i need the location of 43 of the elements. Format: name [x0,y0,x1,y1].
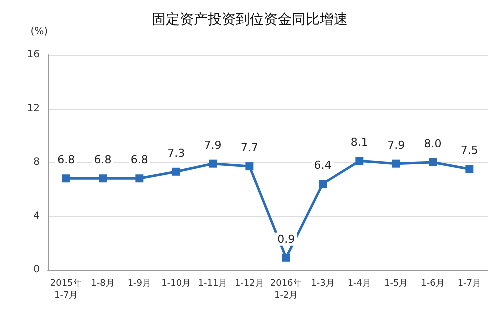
data-label: 6.8 [58,154,76,167]
point [172,168,180,176]
data-label: 7.7 [240,142,258,155]
point [99,174,107,183]
point [136,174,144,183]
data-label: 8.0 [424,138,442,150]
x-tick-label: 1-11月 [198,279,228,289]
x-tick-label: 1-9月 [128,279,152,289]
point [429,158,437,166]
x-tick-label: 2015年 1-7月 [50,278,82,301]
data-label: 7.9 [204,138,222,152]
point [466,165,474,174]
data-label: 8.1 [350,136,368,150]
y-tick-label: 16 [27,50,40,60]
point [392,160,400,168]
data-label: 6.8 [94,154,112,167]
y-tick-label: 4 [34,210,40,222]
y-tick-label: 12 [27,103,40,114]
data-label: 6.8 [130,154,148,167]
x-tick-label: 1-4月 [348,279,372,289]
x-tick-label: 1-7月 [458,279,482,289]
x-tick-label: 2016年 1-2月 [270,278,302,301]
data-label: 7.3 [168,146,186,160]
point [282,254,290,262]
y-tick-label: 0 [34,264,40,276]
chart-title: 固定资产投资到位资金同比增速 [152,12,348,28]
point [319,180,327,188]
point [246,162,254,171]
data-label: 7.5 [460,144,478,158]
x-tick-label: 1-5月 [384,279,408,289]
x-tick-label: 1-6月 [421,279,445,289]
data-label: 7.9 [388,138,406,152]
x-tick-label: 1-10月 [162,279,192,289]
y-tick-label: 8 [34,157,40,168]
data-label: 6.4 [314,159,332,172]
data-label: 0.9 [278,232,296,246]
y-axis-title: (%) [30,26,48,38]
x-tick-label: 1-3月 [311,279,335,289]
point [209,160,217,168]
point [62,174,70,183]
x-tick-label: 1-12月 [234,279,264,289]
point [356,157,364,166]
x-tick-label: 1-8月 [91,279,115,289]
